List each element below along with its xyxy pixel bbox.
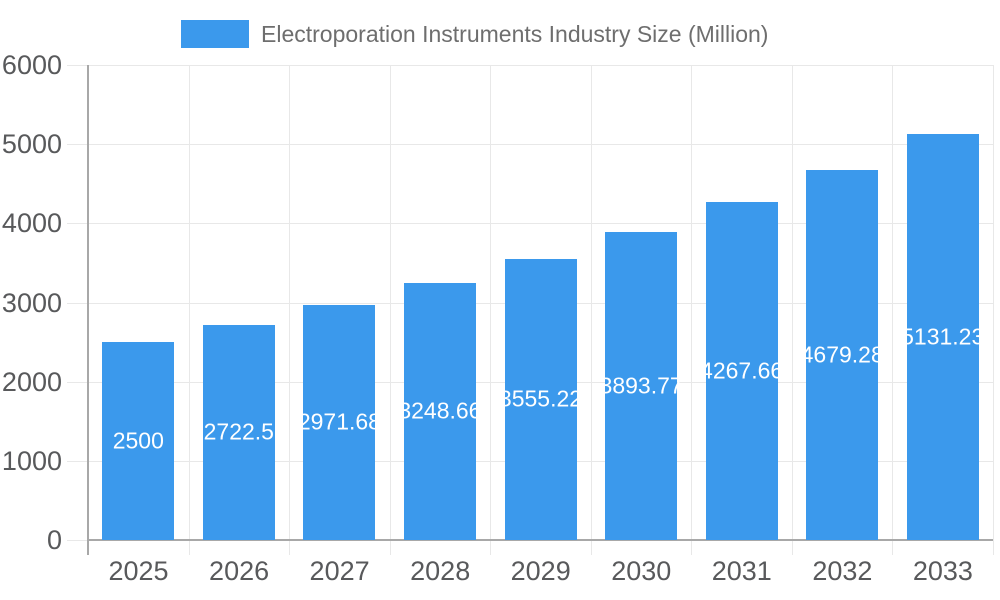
x-axis-tick-label: 2032 bbox=[812, 556, 873, 586]
bar-value-label: 5131.23 bbox=[901, 323, 985, 350]
bar-2028[interactable]: 3248.66 bbox=[398, 282, 481, 540]
y-tick-mark bbox=[67, 540, 88, 541]
x-gridline bbox=[993, 65, 994, 555]
x-gridline bbox=[189, 65, 190, 555]
x-gridline bbox=[691, 65, 692, 555]
y-axis-tick-label: 2000 bbox=[1, 367, 62, 397]
y-axis-tick-label: 6000 bbox=[1, 50, 62, 80]
bar-value-label: 3893.77 bbox=[599, 372, 683, 399]
bar-value-label: 4267.66 bbox=[700, 357, 784, 384]
bar-value-label: 3555.22 bbox=[498, 385, 583, 412]
bar-value-label: 4679.28 bbox=[800, 341, 884, 368]
bar-2033[interactable]: 5131.23 bbox=[901, 133, 984, 540]
y-gridline bbox=[67, 223, 993, 224]
bar-2030[interactable]: 3893.77 bbox=[600, 231, 683, 540]
y-gridline bbox=[67, 144, 993, 145]
x-axis-tick-label: 2030 bbox=[611, 556, 672, 586]
chart-legend-item[interactable]: Electroporation Instruments Industry Siz… bbox=[181, 20, 768, 48]
x-axis-tick-label: 2033 bbox=[912, 556, 973, 586]
x-axis-tick-label: 2025 bbox=[108, 556, 169, 586]
bar-value-label: 2971.68 bbox=[297, 408, 381, 435]
y-axis-tick-label: 0 bbox=[46, 525, 62, 555]
legend-swatch bbox=[181, 20, 249, 48]
x-axis-tick-label: 2027 bbox=[309, 556, 370, 586]
legend-label: Electroporation Instruments Industry Siz… bbox=[261, 20, 769, 47]
bar-2031[interactable]: 4267.66 bbox=[700, 202, 783, 540]
x-axis-tick-label: 2028 bbox=[410, 556, 471, 586]
y-axis-line bbox=[87, 65, 89, 555]
y-axis-tick-label: 5000 bbox=[1, 129, 62, 159]
x-gridline bbox=[892, 65, 893, 555]
y-gridline bbox=[67, 65, 993, 66]
y-axis-tick-label: 1000 bbox=[1, 446, 62, 476]
bar-2029[interactable]: 3555.22 bbox=[499, 258, 582, 540]
bar-2026[interactable]: 2722.5 bbox=[202, 324, 275, 540]
bar-2032[interactable]: 4679.28 bbox=[801, 169, 884, 540]
x-axis-tick-label: 2031 bbox=[711, 556, 772, 586]
x-axis-tick-label: 2026 bbox=[209, 556, 270, 586]
x-gridline bbox=[390, 65, 391, 555]
x-axis-line bbox=[88, 539, 993, 541]
bar-value-label: 2722.5 bbox=[203, 418, 274, 445]
bar-2027[interactable]: 2971.68 bbox=[298, 304, 381, 540]
y-axis-tick-label: 3000 bbox=[1, 288, 62, 318]
x-axis-tick-label: 2029 bbox=[510, 556, 571, 586]
x-gridline bbox=[490, 65, 491, 555]
x-gridline bbox=[792, 65, 793, 555]
x-gridline bbox=[289, 65, 290, 555]
bar-value-label: 3248.66 bbox=[398, 397, 482, 424]
x-gridline bbox=[591, 65, 592, 555]
bar-value-label: 2500 bbox=[112, 427, 164, 454]
y-axis-tick-label: 4000 bbox=[1, 208, 62, 238]
bar-2025[interactable]: 2500 bbox=[102, 342, 175, 540]
